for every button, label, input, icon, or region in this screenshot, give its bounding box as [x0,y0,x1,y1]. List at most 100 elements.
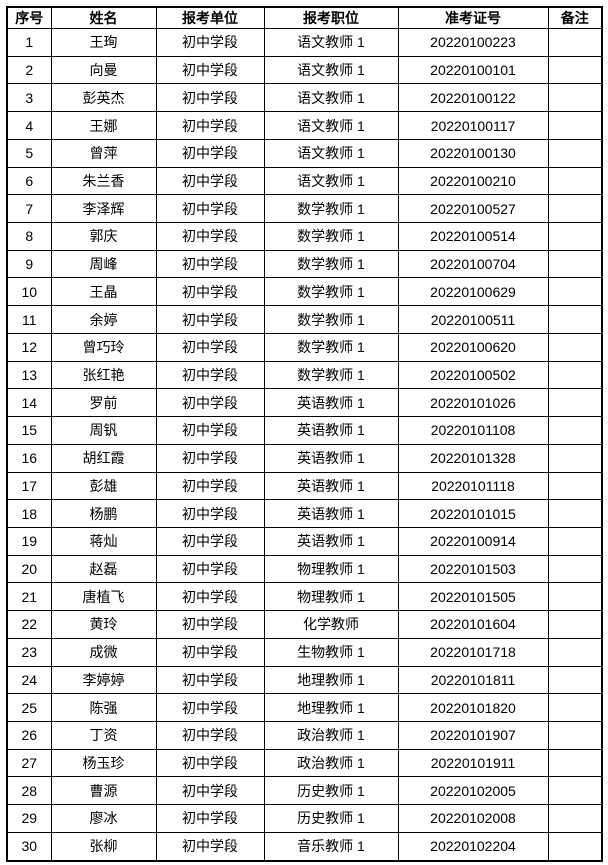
cell-ticket: 20220100223 [397,28,549,57]
cell-position: 数学教师 1 [263,249,399,279]
cell-remark [547,305,603,334]
cell-remark [547,748,603,778]
cell-position: 语文教师 1 [263,138,399,168]
cell-unit: 初中学段 [155,55,265,85]
cell-position: 语文教师 1 [263,83,399,113]
cell-remark [547,277,603,307]
cell-ticket: 20220100117 [397,111,549,140]
cell-remark [547,111,603,140]
cell-unit: 初中学段 [155,194,265,224]
cell-remark [547,471,603,501]
header-remark: 备注 [547,6,603,29]
table-row: 8 郭庆 初中学段 数学教师 1 20220100514 [6,222,603,251]
cell-no: 4 [6,111,52,140]
cell-remark [547,416,603,445]
cell-remark [547,526,603,556]
cell-remark [547,222,603,251]
table-row: 19 蒋灿 初中学段 英语教师 1 20220100914 [6,526,603,556]
cell-unit: 初中学段 [155,83,265,113]
cell-position: 政治教师 1 [263,720,399,750]
cell-position: 数学教师 1 [263,277,399,307]
cell-ticket: 20220101811 [397,665,549,695]
table-row: 24 李婷婷 初中学段 地理教师 1 20220101811 [6,665,603,695]
cell-ticket: 20220101718 [397,637,549,667]
table-row: 13 张红艳 初中学段 数学教师 1 20220100502 [6,360,603,390]
cell-name: 周钒 [50,416,157,445]
cell-remark [547,610,603,639]
cell-no: 1 [6,28,52,57]
cell-position: 数学教师 1 [263,305,399,334]
table-row: 26 丁资 初中学段 政治教师 1 20220101907 [6,720,603,750]
cell-position: 语文教师 1 [263,55,399,85]
cell-ticket: 20220101015 [397,499,549,528]
cell-name: 蒋灿 [50,526,157,556]
header-name: 姓名 [50,6,157,29]
cell-remark [547,720,603,750]
cell-unit: 初中学段 [155,720,265,750]
cell-no: 8 [6,222,52,251]
cell-unit: 初中学段 [155,166,265,196]
cell-unit: 初中学段 [155,499,265,528]
cell-ticket: 20220101328 [397,443,549,473]
cell-name: 曾萍 [50,138,157,168]
cell-ticket: 20220101026 [397,388,549,418]
cell-unit: 初中学段 [155,222,265,251]
cell-no: 27 [6,748,52,778]
cell-remark [547,28,603,57]
cell-unit: 初中学段 [155,277,265,307]
cell-remark [547,831,603,862]
cell-name: 丁资 [50,720,157,750]
cell-unit: 初中学段 [155,443,265,473]
cell-position: 政治教师 1 [263,748,399,778]
cell-remark [547,554,603,584]
cell-position: 语文教师 1 [263,166,399,196]
cell-position: 音乐教师 1 [263,831,399,862]
cell-no: 26 [6,720,52,750]
cell-no: 7 [6,194,52,224]
table-row: 30 张柳 初中学段 音乐教师 1 20220102204 [6,831,603,862]
cell-ticket: 20220101604 [397,610,549,639]
cell-position: 地理教师 1 [263,693,399,722]
cell-unit: 初中学段 [155,665,265,695]
cell-name: 王晶 [50,277,157,307]
cell-no: 15 [6,416,52,445]
cell-no: 24 [6,665,52,695]
table-row: 12 曾巧玲 初中学段 数学教师 1 20220100620 [6,332,603,362]
cell-position: 英语教师 1 [263,416,399,445]
cell-ticket: 20220100511 [397,305,549,334]
table-header: 序号 姓名 报考单位 报考职位 准考证号 备注 [6,6,603,29]
cell-remark [547,665,603,695]
cell-ticket: 20220102204 [397,831,549,862]
table-row: 22 黄玲 初中学段 化学教师 20220101604 [6,610,603,639]
cell-ticket: 20220101503 [397,554,549,584]
cell-position: 数学教师 1 [263,332,399,362]
cell-unit: 初中学段 [155,416,265,445]
cell-unit: 初中学段 [155,748,265,778]
cell-remark [547,166,603,196]
cell-ticket: 20220100514 [397,222,549,251]
cell-name: 曹源 [50,776,157,806]
header-ticket: 准考证号 [397,6,549,29]
cell-position: 数学教师 1 [263,222,399,251]
table-row: 7 李泽辉 初中学段 数学教师 1 20220100527 [6,194,603,224]
cell-no: 3 [6,83,52,113]
cell-name: 向曼 [50,55,157,85]
cell-ticket: 20220102008 [397,804,549,833]
cell-name: 杨玉珍 [50,748,157,778]
header-row: 序号 姓名 报考单位 报考职位 准考证号 备注 [6,6,603,29]
cell-unit: 初中学段 [155,388,265,418]
cell-no: 20 [6,554,52,584]
cell-name: 成微 [50,637,157,667]
cell-unit: 初中学段 [155,554,265,584]
table-row: 5 曾萍 初中学段 语文教师 1 20220100130 [6,138,603,168]
cell-ticket: 20220100914 [397,526,549,556]
table-row: 21 唐植飞 初中学段 物理教师 1 20220101505 [6,582,603,612]
cell-name: 李泽辉 [50,194,157,224]
cell-no: 12 [6,332,52,362]
cell-no: 9 [6,249,52,279]
table-row: 23 成微 初中学段 生物教师 1 20220101718 [6,637,603,667]
cell-position: 物理教师 1 [263,582,399,612]
table-row: 1 王珣 初中学段 语文教师 1 20220100223 [6,28,603,57]
cell-position: 英语教师 1 [263,499,399,528]
exam-roster-table: 序号 姓名 报考单位 报考职位 准考证号 备注 1 王珣 初中学段 语文教师 1 202… [6,6,603,862]
